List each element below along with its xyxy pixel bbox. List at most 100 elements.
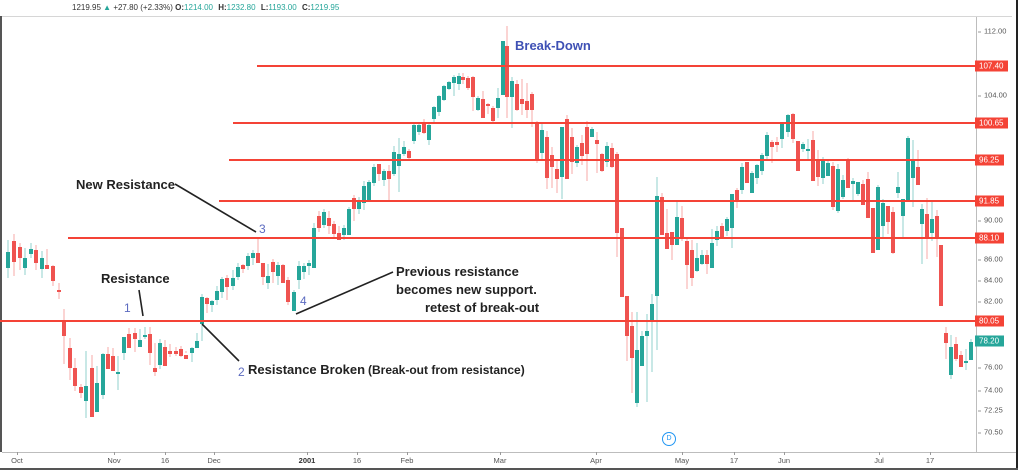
candle	[685, 241, 689, 265]
candle	[367, 182, 371, 200]
candle	[851, 181, 855, 184]
candle	[690, 250, 694, 278]
candle	[570, 137, 574, 162]
candle	[40, 258, 44, 269]
candle	[740, 167, 744, 190]
price-change: +27.80 (+2.33%)	[113, 3, 173, 12]
candle	[575, 147, 579, 163]
candle	[322, 212, 326, 225]
candle	[195, 341, 199, 348]
level-line[interactable]	[68, 237, 976, 239]
candle	[760, 155, 764, 171]
candle	[545, 137, 549, 178]
level-line[interactable]	[229, 159, 976, 161]
candle	[939, 245, 943, 306]
candle	[906, 138, 910, 201]
candle	[297, 266, 301, 280]
pointer-line-4	[295, 271, 394, 315]
level-line[interactable]	[0, 320, 976, 322]
candle	[307, 263, 311, 266]
resistance-broken-label: Resistance Broken	[248, 362, 366, 377]
candle	[163, 347, 167, 366]
candle	[168, 351, 172, 354]
right-border	[1016, 0, 1018, 470]
candle	[286, 280, 290, 302]
time-tick-mark	[307, 452, 308, 455]
dividend-marker-icon[interactable]: D	[662, 432, 676, 446]
candle	[620, 228, 624, 297]
left-border	[0, 16, 2, 452]
candle	[442, 86, 446, 100]
candle	[755, 165, 759, 178]
candle	[735, 190, 739, 202]
price-tick: 86.00	[978, 255, 1003, 264]
candle	[496, 98, 500, 108]
candle	[29, 249, 33, 254]
high-label: H:	[218, 3, 227, 12]
open-label: O:	[175, 3, 185, 12]
candle	[372, 167, 376, 183]
candle	[251, 253, 255, 258]
time-tick-mark	[214, 452, 215, 455]
candle	[190, 348, 194, 353]
candle	[550, 155, 554, 167]
candle	[276, 265, 280, 276]
candle	[871, 208, 875, 253]
candle	[23, 258, 27, 268]
candle	[79, 387, 83, 393]
price-tick: 90.00	[978, 216, 1003, 225]
candle	[357, 202, 361, 209]
candle	[896, 187, 900, 193]
time-tick: Oct	[11, 456, 23, 465]
time-tick-mark	[784, 452, 785, 455]
candle	[281, 265, 285, 283]
candle	[461, 77, 465, 80]
candle	[332, 224, 336, 234]
price-tick: 72.25	[978, 406, 1003, 415]
candle	[452, 77, 456, 83]
price-tick: 82.00	[978, 297, 1003, 306]
level-line[interactable]	[257, 65, 976, 67]
candle	[675, 217, 679, 245]
candle	[750, 173, 754, 193]
level-line[interactable]	[219, 200, 976, 202]
candle	[700, 255, 704, 264]
candle	[501, 41, 505, 95]
candle	[236, 267, 240, 277]
candle	[491, 108, 495, 121]
candle	[655, 196, 659, 296]
candle	[153, 368, 157, 372]
candle	[920, 209, 924, 224]
candle	[595, 140, 599, 144]
candle	[816, 159, 820, 177]
level-line[interactable]	[233, 122, 976, 124]
candle	[106, 354, 110, 369]
price-tick: 104.00	[978, 91, 1007, 100]
candle	[225, 278, 229, 287]
current-price-label: 78.20	[975, 335, 1005, 347]
candle	[876, 187, 880, 250]
price-tick: 70.50	[978, 428, 1003, 437]
candle	[158, 343, 162, 365]
time-tick-mark	[734, 452, 735, 455]
last-price: 1219.95	[72, 3, 101, 12]
candle	[600, 154, 604, 171]
candle	[821, 160, 825, 178]
candle	[392, 152, 396, 174]
candle	[101, 354, 105, 395]
candle	[949, 347, 953, 375]
candle	[481, 99, 485, 118]
time-tick-mark	[357, 452, 358, 455]
candle	[174, 351, 178, 354]
candle	[127, 334, 131, 348]
candle	[422, 122, 426, 133]
candle	[427, 125, 431, 140]
candle	[715, 231, 719, 240]
candlestick-series[interactable]	[0, 0, 976, 452]
annotation-lines	[138, 183, 394, 362]
candle	[695, 258, 699, 271]
candle	[95, 383, 99, 412]
close-value: 1219.95	[310, 3, 340, 12]
candle	[585, 127, 589, 154]
candle	[959, 355, 963, 367]
